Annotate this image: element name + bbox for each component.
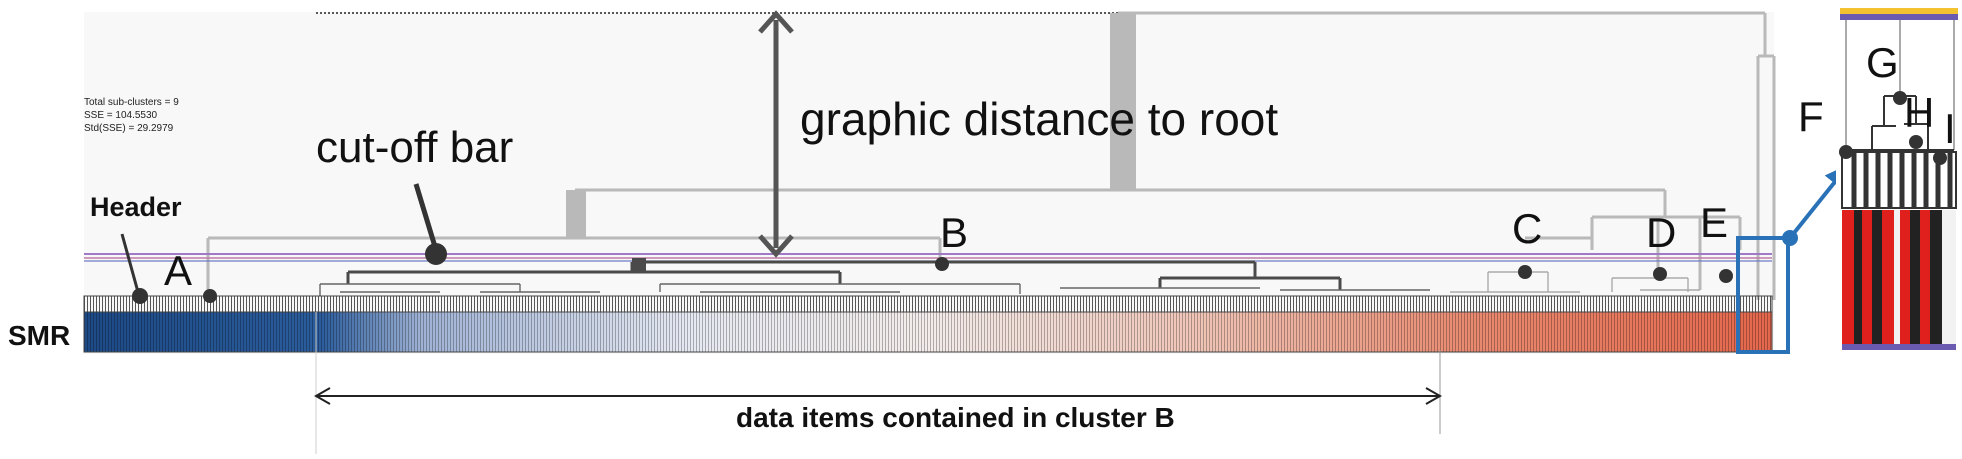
cluster-cde-fine-links: [1450, 271, 1700, 293]
cluster-label-f: F: [1798, 93, 1824, 140]
cluster-label-e: E: [1700, 199, 1729, 246]
node-dot-h: [1909, 135, 1923, 149]
stat-std-sse: Std(SSE) = 29.2979: [84, 123, 174, 134]
cluster-stats: Total sub-clusters = 9 SSE = 104.5530 St…: [84, 96, 179, 135]
highlight-box: [1736, 236, 1790, 354]
smr-band-lines: [84, 312, 1772, 352]
cluster-label-d: D: [1646, 209, 1677, 256]
cluster-label-i: I: [1944, 105, 1956, 152]
label-data-items: data items contained in cluster B: [736, 402, 1175, 433]
zoom-top-purple: [1840, 14, 1958, 20]
label-smr: SMR: [8, 320, 71, 351]
stat-sse: SSE = 104.5530: [84, 110, 158, 121]
label-header: Header: [90, 192, 182, 222]
cluster-label-a: A: [164, 247, 193, 294]
node-dot-e: [1719, 269, 1733, 283]
header-dot: [132, 288, 148, 304]
stat-total-sub-clusters: Total sub-clusters = 9: [84, 97, 179, 108]
cutoff-dot: [425, 243, 447, 265]
cutoff-pointer: [413, 183, 439, 251]
zoom-top-yellow: [1840, 8, 1958, 14]
label-cutoff-bar: cut-off bar: [316, 123, 514, 172]
node-stem-thick: [566, 190, 586, 238]
cluster-label-h: H: [1904, 89, 1935, 136]
smr-band-border: [83, 311, 1773, 353]
data-items-bracket: [313, 312, 1443, 454]
node-dot-f: [1839, 145, 1853, 159]
cluster-b-stem-thick: [632, 258, 646, 272]
root-stem-thick: [1110, 13, 1136, 191]
cluster-label-g: G: [1866, 39, 1899, 86]
cluster-label-c: C: [1512, 205, 1543, 252]
node-dot-b: [935, 257, 949, 271]
zoom-smr-bars: [1842, 210, 1956, 350]
distance-arrow: [758, 10, 794, 258]
node-dot-a: [203, 289, 217, 303]
node-dot-i: [1933, 151, 1947, 165]
node-dot-c: [1518, 265, 1532, 279]
cluster-label-b: B: [940, 209, 969, 256]
cluster-b-fine-links: [319, 283, 1430, 296]
header-pointer: [120, 233, 140, 293]
node-dot-d: [1653, 267, 1667, 281]
header-row: [84, 296, 1772, 312]
zoom-panel: [1836, 6, 1962, 459]
node-dot-g: [1893, 91, 1907, 105]
label-graphic-distance: graphic distance to root: [800, 93, 1279, 145]
